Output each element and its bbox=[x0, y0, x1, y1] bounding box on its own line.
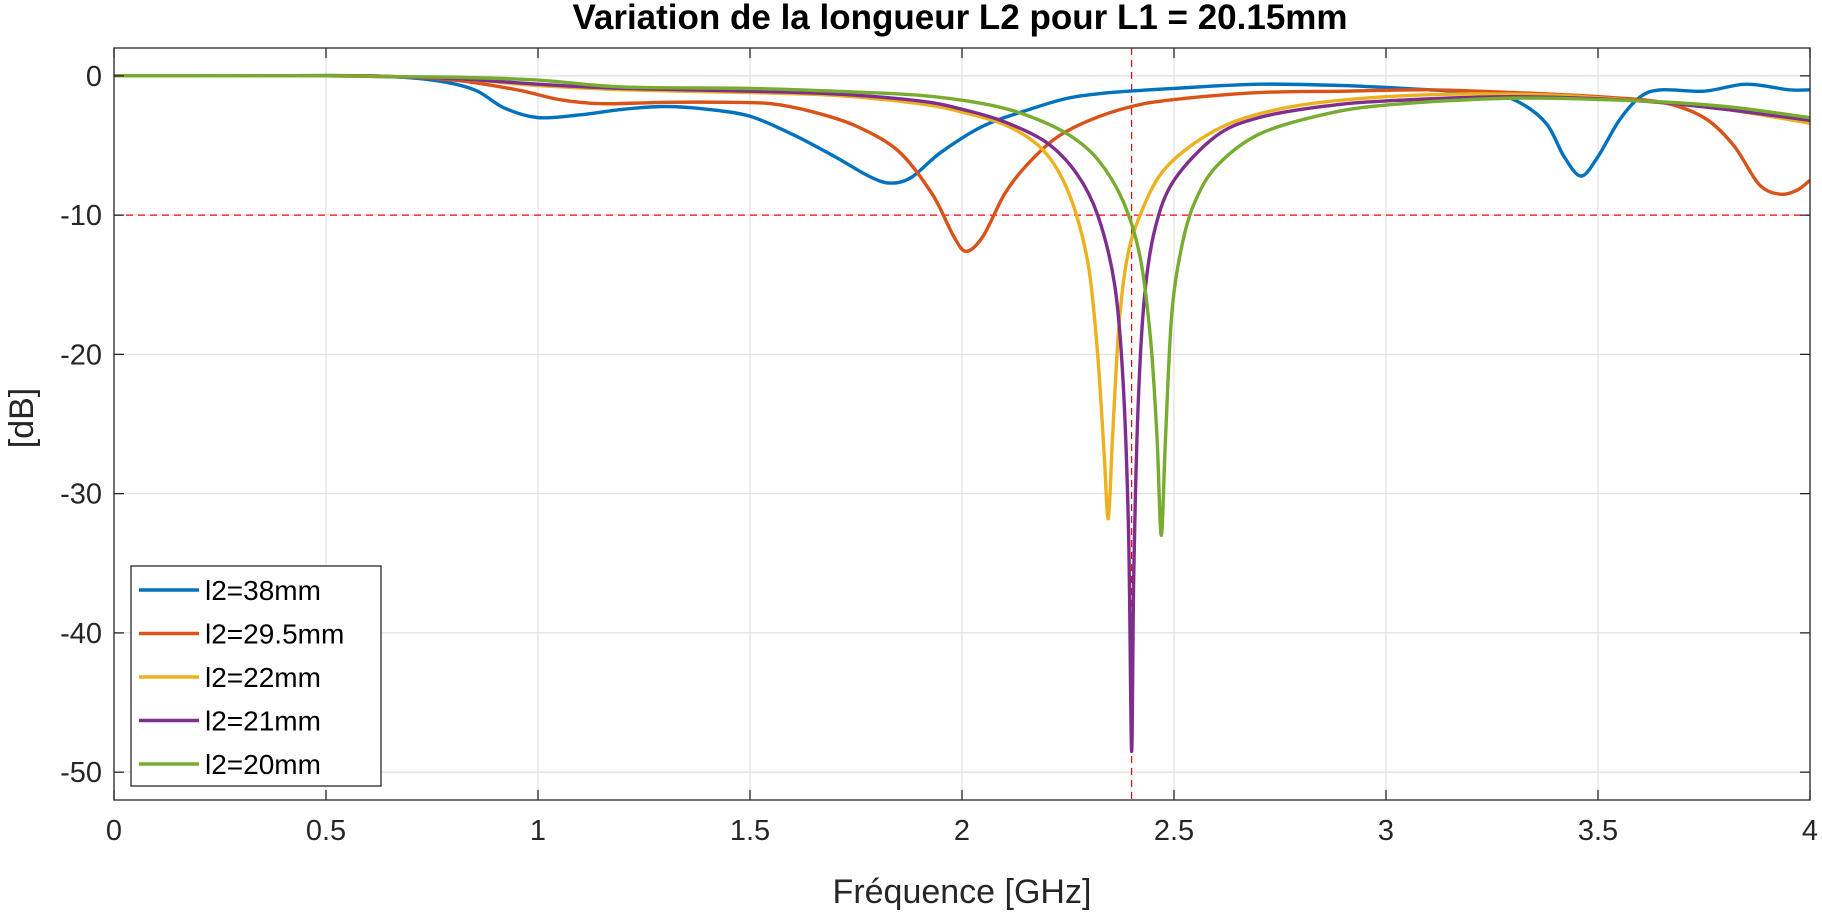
chart-title: Variation de la longueur L2 pour L1 = 20… bbox=[572, 0, 1347, 37]
series-line-l2-20mm bbox=[114, 74, 1810, 538]
x-axis-label: Fréquence [GHz] bbox=[833, 873, 1092, 911]
legend-label: l2=22mm bbox=[205, 662, 321, 693]
legend: l2=38mm l2=29.5mm l2=22mm l2=21mm l2=20mm bbox=[130, 565, 382, 787]
x-axis-ticks: 0 0.5 1 1.5 2 2.5 3 3.5 4 bbox=[106, 48, 1818, 847]
legend-label: l2=21mm bbox=[205, 706, 321, 737]
x-tick-label: 1.5 bbox=[730, 815, 770, 847]
y-axis-ticks: 0 -10 -20 -30 -40 -50 bbox=[60, 61, 1810, 789]
series-lines bbox=[114, 73, 1810, 753]
y-tick-label: -50 bbox=[60, 757, 102, 789]
x-tick-label: 0.5 bbox=[306, 815, 346, 847]
x-tick-label: 2 bbox=[954, 815, 970, 847]
x-tick-label: 1 bbox=[530, 815, 546, 847]
x-tick-label: 0 bbox=[106, 815, 122, 847]
y-tick-label: -10 bbox=[60, 200, 102, 232]
x-tick-label: 3.5 bbox=[1578, 815, 1618, 847]
y-tick-label: -40 bbox=[60, 618, 102, 650]
grid bbox=[113, 48, 1811, 800]
legend-label: l2=29.5mm bbox=[205, 619, 344, 650]
y-axis-label: [dB] bbox=[3, 388, 41, 448]
series-line-l2-38mm bbox=[114, 73, 1810, 185]
x-tick-label: 2.5 bbox=[1154, 815, 1194, 847]
y-tick-label: -30 bbox=[60, 479, 102, 511]
x-tick-label: 4 bbox=[1802, 815, 1818, 847]
legend-label: l2=38mm bbox=[205, 575, 321, 606]
x-tick-label: 3 bbox=[1378, 815, 1394, 847]
y-tick-label: 0 bbox=[86, 61, 102, 93]
y-tick-label: -20 bbox=[60, 339, 102, 371]
legend-label: l2=20mm bbox=[205, 749, 321, 780]
